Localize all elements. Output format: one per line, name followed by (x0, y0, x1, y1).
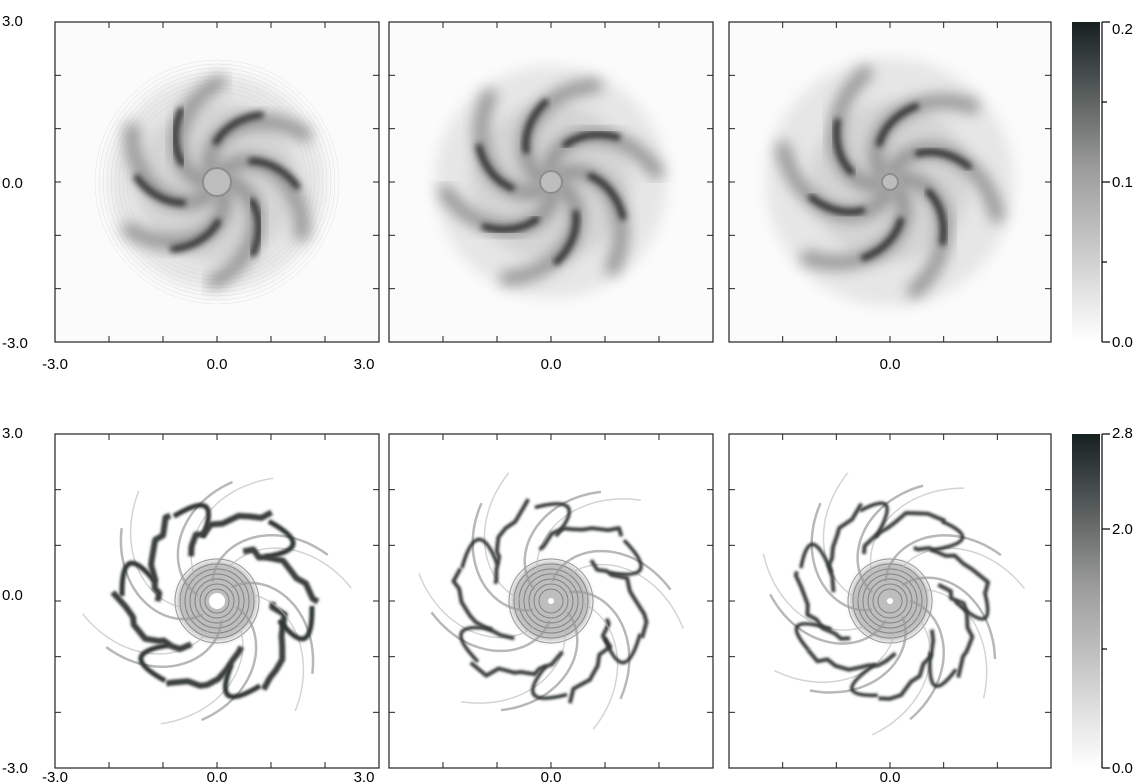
x-tick-top-3-zero: 0.0 (880, 356, 901, 373)
colorbar-top-gradient (1072, 22, 1100, 342)
colorbar-bottom-gradient (1072, 434, 1100, 768)
density-map-top-2 (435, 66, 667, 298)
y-tick-bottom-min: -3.0 (2, 760, 28, 777)
panel-top-2 (388, 21, 714, 343)
colorbar-top: 0.2 0.1 0.0 (1072, 21, 1133, 351)
x-tick-bottom-1-min: -3.0 (42, 769, 68, 784)
y-tick-bottom-max: 3.0 (2, 425, 23, 442)
x-tick-top-1-min: -3.0 (42, 356, 68, 373)
axis-tick-marks (54, 21, 1052, 769)
panel-top-3 (728, 21, 1052, 343)
panel-bottom-2 (388, 433, 714, 769)
panel-bottom-3 (728, 433, 1052, 769)
x-tick-bottom-1-zero: 0.0 (207, 769, 228, 784)
density-map-top-1 (94, 59, 340, 305)
density-map-bottom-1 (82, 477, 352, 725)
x-tick-top-1-zero: 0.0 (207, 356, 228, 373)
density-map-bottom-2 (418, 472, 684, 730)
y-tick-top-zero: 0.0 (2, 175, 23, 192)
density-map-top-3 (766, 58, 1014, 306)
x-tick-top-2-zero: 0.0 (541, 356, 562, 373)
x-tick-bottom-2-zero: 0.0 (541, 769, 562, 784)
density-map-bottom-3 (762, 472, 1025, 736)
axis-labels-bottom: 3.0 0.0 -3.0 -3.0 0.0 3.0 0.0 0.0 (2, 425, 900, 784)
y-tick-top-min: -3.0 (2, 335, 28, 352)
x-tick-bottom-1-max: 3.0 (354, 769, 375, 784)
panel-top-1 (54, 21, 380, 343)
y-tick-top-max: 3.0 (2, 13, 23, 30)
colorbar-bottom-label-min: 0.0 (1112, 760, 1133, 777)
x-tick-bottom-3-zero: 0.0 (880, 769, 901, 784)
y-tick-bottom-zero: 0.0 (2, 587, 23, 604)
x-tick-top-1-max: 3.0 (354, 356, 375, 373)
panel-bottom-1 (54, 433, 380, 769)
colorbar-top-label-min: 0.0 (1112, 334, 1133, 351)
colorbar-bottom-label-mid: 2.0 (1112, 521, 1133, 538)
axis-labels-top: 3.0 0.0 -3.0 -3.0 0.0 3.0 0.0 0.0 (2, 13, 900, 373)
colorbar-top-label-max: 0.2 (1112, 21, 1133, 38)
colorbar-bottom-label-max: 2.8 (1112, 425, 1133, 442)
colorbar-bottom: 2.8 2.0 0.0 (1072, 425, 1133, 777)
colorbar-top-label-mid: 0.1 (1112, 174, 1133, 191)
